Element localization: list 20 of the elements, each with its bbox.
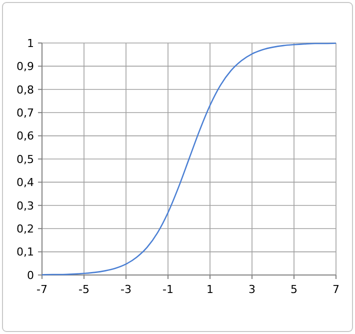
x-tick-label: -5 [78,283,90,296]
x-tick-label: 1 [206,283,214,296]
x-tick-label: 3 [248,283,256,296]
y-tick-label: 0,5 [16,152,34,166]
y-tick-label: 1 [27,36,34,50]
y-tick-label: 0,8 [16,83,34,96]
x-tick-label: -1 [162,283,174,296]
x-tick-label: 5 [290,283,298,296]
y-tick-label: 0,9 [16,60,34,74]
y-tick-label: 0,4 [16,176,34,190]
y-tick-label: 0,7 [16,106,34,120]
x-tick-label: -7 [36,283,48,296]
y-tick-label: 0,6 [16,130,34,143]
y-tick-label: 0 [27,268,34,282]
y-tick-label: 0,2 [16,222,34,236]
x-tick-label: -3 [120,283,132,296]
x-tick-label: 7 [332,283,340,296]
line-series [41,42,337,276]
y-tick-label: 0,1 [16,246,34,259]
y-tick-label: 0,3 [16,199,34,212]
